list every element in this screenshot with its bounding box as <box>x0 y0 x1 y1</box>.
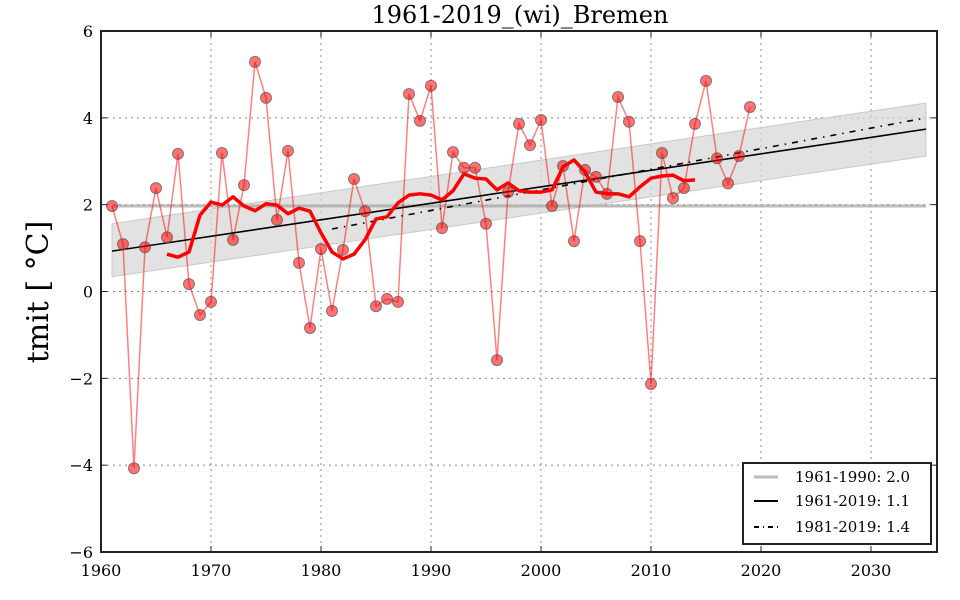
data-point <box>304 321 316 334</box>
data-point <box>315 242 327 255</box>
data-point <box>546 199 558 212</box>
legend-label-reference: 1961-1990: 2.0 <box>795 468 910 486</box>
data-point <box>326 305 338 318</box>
data-point <box>689 117 701 130</box>
data-point <box>678 182 690 195</box>
y-tick-label: 6 <box>83 22 93 41</box>
data-point <box>205 295 217 308</box>
data-point <box>381 292 393 305</box>
x-tick-label: 2000 <box>521 561 562 580</box>
data-point <box>590 170 602 183</box>
data-point <box>403 87 415 100</box>
y-tick-label: −2 <box>69 369 93 388</box>
data-point <box>161 231 173 244</box>
data-point <box>535 114 547 127</box>
data-point <box>293 256 305 269</box>
x-tick-label: 1970 <box>191 561 232 580</box>
legend: 1961-1990: 2.0 1961-2019: 1.1 1981-2019:… <box>742 462 932 545</box>
data-point <box>711 152 723 165</box>
data-point <box>480 217 492 230</box>
data-point <box>348 173 360 186</box>
y-tick-label: 0 <box>83 283 93 302</box>
data-point <box>744 100 756 113</box>
data-point <box>128 462 140 475</box>
data-point <box>601 187 613 200</box>
x-tick-label: 1960 <box>81 561 122 580</box>
data-point <box>634 235 646 248</box>
x-tick-label: 2010 <box>631 561 672 580</box>
y-tick-label: 4 <box>83 109 93 128</box>
data-point <box>150 182 162 195</box>
data-point <box>370 300 382 313</box>
data-point <box>271 213 283 226</box>
y-tick-label: 2 <box>83 196 93 215</box>
data-point <box>722 177 734 190</box>
data-point <box>502 186 514 199</box>
data-point <box>337 243 349 256</box>
data-point <box>238 179 250 192</box>
x-tick-label: 2030 <box>851 561 892 580</box>
data-point <box>260 91 272 104</box>
data-point <box>436 222 448 235</box>
data-point <box>458 161 470 174</box>
y-tick-label: −6 <box>69 543 93 562</box>
data-point <box>612 90 624 103</box>
legend-label-solid-trend: 1961-2019: 1.1 <box>795 492 910 510</box>
data-point <box>392 295 404 308</box>
data-point <box>447 146 459 159</box>
chart-title: 1961-2019_(wi)_Bremen <box>372 1 669 29</box>
data-point <box>216 147 228 160</box>
data-point <box>139 241 151 254</box>
data-point <box>513 117 525 130</box>
data-point <box>414 114 426 127</box>
y-tick-label: −4 <box>69 456 93 475</box>
data-point <box>623 115 635 128</box>
ticks-layer: 1960 1970 1980 1990 2000 2010 2020 2030 −6 −4 −2 0 2… <box>69 22 937 580</box>
data-point <box>359 205 371 218</box>
data-point <box>117 238 129 251</box>
x-tick-label: 2020 <box>741 561 782 580</box>
data-point <box>194 308 206 321</box>
y-axis-label: tmit [ °C] <box>21 221 56 364</box>
trend-line-1981-2019 <box>331 117 927 230</box>
data-point <box>172 147 184 160</box>
data-point <box>700 74 712 87</box>
data-point <box>557 160 569 173</box>
data-point <box>469 161 481 174</box>
data-point <box>425 79 437 92</box>
data-point <box>183 278 195 291</box>
data-point <box>227 233 239 246</box>
data-point <box>733 150 745 163</box>
legend-label-dashdot-trend: 1981-2019: 1.4 <box>795 518 910 536</box>
data-point <box>656 147 668 160</box>
data-point <box>282 144 294 157</box>
data-point <box>491 354 503 367</box>
x-tick-label: 1980 <box>301 561 342 580</box>
data-point <box>579 163 591 176</box>
data-point <box>249 55 261 68</box>
x-tick-label: 1990 <box>411 561 452 580</box>
points-layer <box>106 55 756 475</box>
data-point <box>568 235 580 248</box>
data-point <box>645 377 657 390</box>
data-point <box>667 192 679 205</box>
data-point <box>524 139 536 152</box>
data-point <box>106 199 118 212</box>
